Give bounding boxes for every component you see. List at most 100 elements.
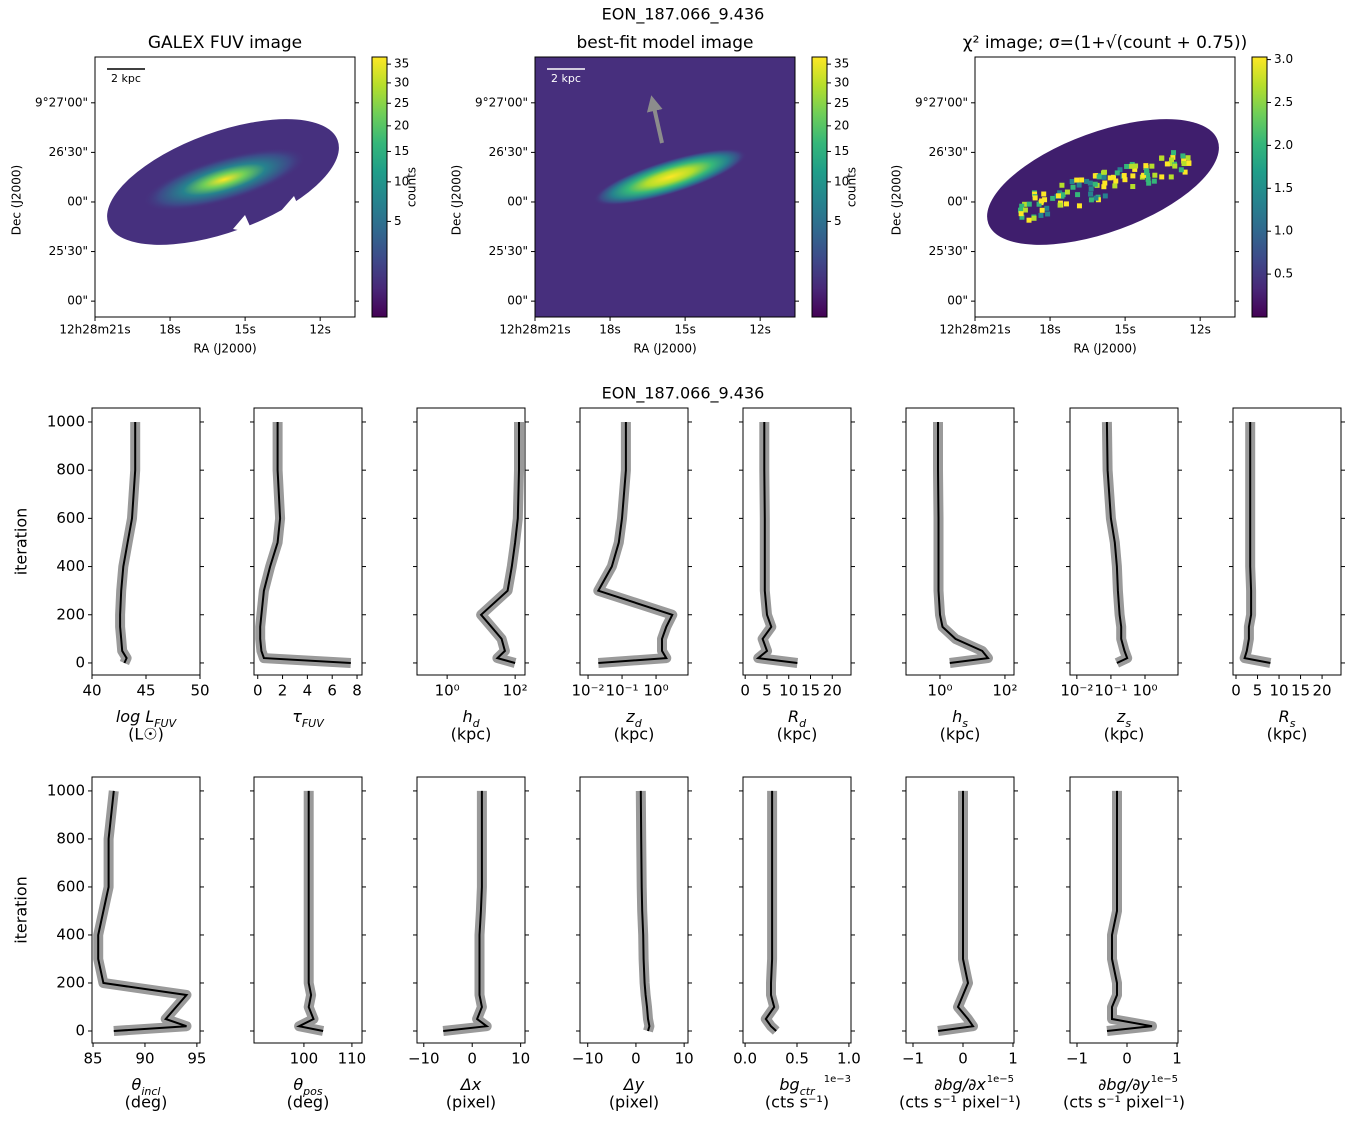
x-axis-symbol: h <box>952 707 962 726</box>
x-axis-unit: (kpc) <box>614 725 655 744</box>
chi-pixel <box>1075 192 1080 197</box>
x-axis-symbol: h <box>462 707 472 726</box>
colorbar <box>812 57 827 317</box>
y-tick-label: 00" <box>947 294 968 308</box>
trace-panel: 10⁻²10⁻¹10⁰zs(kpc) <box>1060 408 1182 744</box>
chi-pixel <box>1093 196 1098 201</box>
chi-pixel <box>1171 150 1176 155</box>
chi-pixel <box>1152 179 1157 184</box>
chi-pixel <box>1079 177 1084 182</box>
trace-plot <box>299 791 323 1031</box>
image-content <box>91 67 355 271</box>
chi-pixel <box>1122 177 1127 182</box>
chi-pixel <box>1144 170 1149 175</box>
colorbar-tick-label: 30 <box>394 75 409 89</box>
colorbar-tick-label: 5 <box>394 214 402 228</box>
x-axis-unit: (pixel) <box>609 1093 659 1112</box>
chi-pixel <box>1045 211 1050 216</box>
y-tick-label: 26'30" <box>49 145 88 159</box>
chi-pixel <box>1033 195 1038 200</box>
mask-edge <box>333 67 355 182</box>
x-axis-symbol: log L <box>116 707 154 726</box>
y-tick-label: 25'30" <box>49 244 88 258</box>
scale-bar-label: 2 kpc <box>111 72 141 85</box>
x-tick-label: 12h28m21s <box>939 323 1010 337</box>
panel-title: GALEX FUV image <box>148 33 302 53</box>
y-tick-label: 200 <box>56 973 85 991</box>
x-tick-label: 0.5 <box>785 1050 809 1068</box>
figure-title: EON_187.066_9.436 <box>602 5 765 25</box>
y-axis-label: iteration <box>12 508 31 576</box>
colorbar-label: counts <box>405 167 419 207</box>
x-tick-label: 1 <box>1008 1050 1018 1068</box>
x-tick-label: 15s <box>674 323 696 337</box>
x-tick-label: 15s <box>1114 323 1136 337</box>
trace-plot <box>938 791 973 1031</box>
trace-plot <box>938 422 988 663</box>
scale-bar-label: 2 kpc <box>551 72 581 85</box>
colorbar <box>1252 57 1267 317</box>
panel-title: χ² image; σ=(1+√(count + 0.75)) <box>963 33 1247 53</box>
trace-plot <box>260 422 351 663</box>
walker-spread <box>598 422 672 663</box>
panel-title: best-fit model image <box>577 33 754 53</box>
colorbar-tick-label: 5 <box>834 214 842 228</box>
chi-pixel <box>1152 173 1157 178</box>
chi-pixel <box>1097 174 1102 179</box>
x-tick-label: 18s <box>1039 323 1061 337</box>
axes-frame <box>580 408 688 675</box>
axes-frame <box>580 777 688 1043</box>
x-axis-symbol: ∂bg/∂y <box>1098 1075 1150 1094</box>
x-axis-symbol: θ <box>293 1075 303 1094</box>
axes-frame <box>92 408 200 675</box>
x-tick-label: 5 <box>1253 682 1263 700</box>
chi-pixel <box>1064 201 1069 206</box>
x-tick-label: 5 <box>762 682 772 700</box>
chi-pixel <box>1133 164 1138 169</box>
y-tick-label: 1000 <box>47 412 85 430</box>
x-axis-unit: (cts s⁻¹) <box>765 1093 829 1112</box>
trace-plot <box>758 422 797 663</box>
x-tick-label: 0 <box>1231 682 1241 700</box>
x-tick-label: 10⁻² <box>1060 682 1093 700</box>
x-tick-label: 4 <box>303 682 313 700</box>
colorbar-tick-label: 35 <box>394 57 409 71</box>
trace-title: EON_187.066_9.436 <box>602 384 765 404</box>
y-tick-label: 00" <box>67 294 88 308</box>
x-tick-label: 90 <box>135 1050 154 1068</box>
x-tick-label: 10⁻¹ <box>1094 682 1127 700</box>
chi-pixel <box>1186 161 1191 166</box>
x-tick-label: 10⁻² <box>572 682 605 700</box>
x-tick-label: 18s <box>599 323 621 337</box>
chi-pixel <box>1058 203 1063 208</box>
trace-plot <box>1245 422 1271 663</box>
x-tick-label: 18s <box>159 323 181 337</box>
x-tick-label: 10⁰ <box>435 682 460 700</box>
chi-pixel <box>1088 192 1093 197</box>
x-tick-label: 10⁻¹ <box>606 682 639 700</box>
axes-frame <box>906 408 1014 675</box>
chi-pixel <box>1108 175 1113 180</box>
x-tick-label: 110 <box>338 1050 367 1068</box>
chi-pixel <box>1084 179 1089 184</box>
colorbar-tick-label: 2.5 <box>1274 95 1293 109</box>
x-tick-label: 0.0 <box>733 1050 757 1068</box>
x-axis-symbol: bg <box>779 1075 799 1094</box>
offset-text: 1e−3 <box>824 1074 851 1085</box>
chi-pixel <box>1181 161 1186 166</box>
x-tick-label: 12s <box>749 323 771 337</box>
chi-pixel <box>1038 213 1043 218</box>
y-tick-label: 25'30" <box>929 244 968 258</box>
mask-edge <box>1213 67 1235 182</box>
trace-plot <box>1107 422 1127 663</box>
chi-pixel <box>1041 192 1046 197</box>
trace-panel: 10⁰10²hd(kpc) <box>413 408 529 744</box>
x-tick-label: 20 <box>823 682 842 700</box>
y-tick-label: 00" <box>507 194 528 208</box>
colorbar-tick-label: 20 <box>394 118 409 132</box>
x-axis-unit: (deg) <box>287 1093 330 1112</box>
x-axis-symbol: R <box>788 707 799 726</box>
